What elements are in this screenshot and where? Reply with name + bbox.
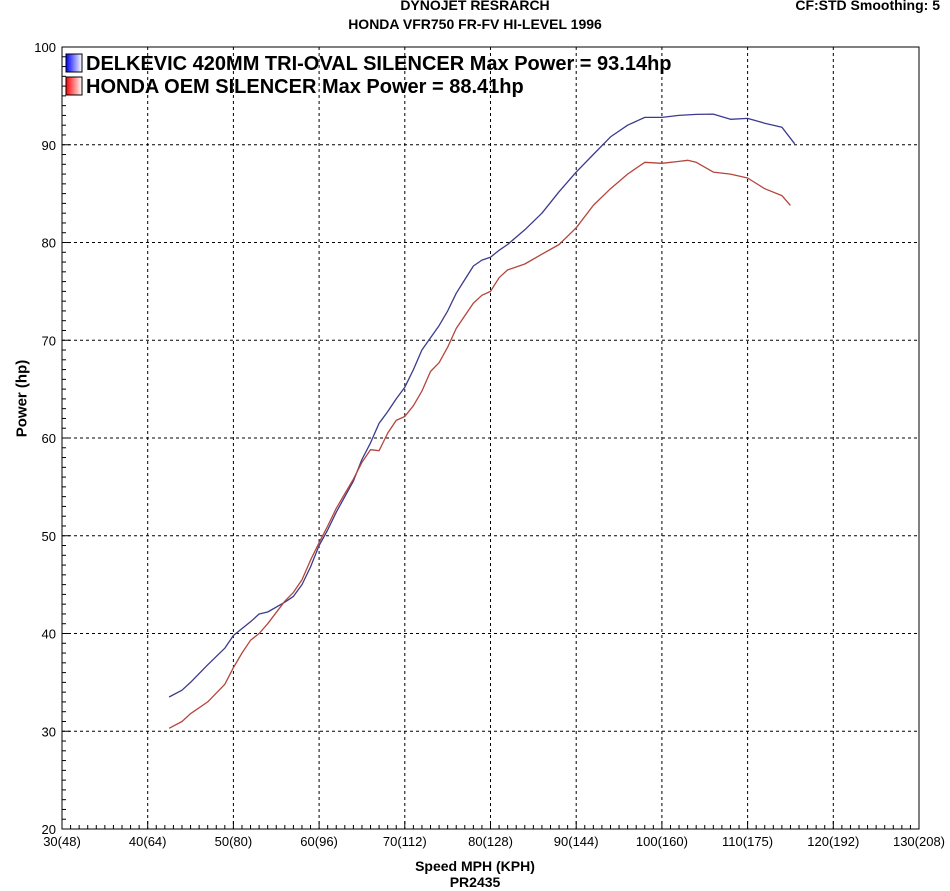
legend-swatch-0 xyxy=(65,53,83,73)
legend: DELKEVIC 420MM TRI-OVAL SILENCER Max Pow… xyxy=(65,53,672,98)
run-code: PR2435 xyxy=(449,874,501,890)
series-line-1 xyxy=(168,159,791,729)
y-tick-label-1: 30 xyxy=(42,724,56,739)
y-tick-label-8: 100 xyxy=(34,40,56,55)
x-tick-label-7: 100(160) xyxy=(636,834,688,849)
x-tick-label-6: 90(144) xyxy=(554,834,599,849)
axis-ticks: 30(48) 40(64) 50(80) 60(96) 70(112) 80(128) 90… xyxy=(34,40,945,849)
x-tick-label-3: 60(96) xyxy=(300,834,338,849)
grid xyxy=(62,47,919,829)
y-tick-label-0: 20 xyxy=(42,822,56,837)
chart-title: DYNOJET RESRARCH xyxy=(400,0,550,13)
chart-subtitle: HONDA VFR750 FR-FV HI-LEVEL 1996 xyxy=(348,16,602,32)
x-tick-label-9: 120(192) xyxy=(807,834,859,849)
x-tick-label-0: 30(48) xyxy=(43,834,81,849)
y-tick-label-7: 90 xyxy=(42,138,56,153)
x-axis-label: Speed MPH (KPH) xyxy=(415,858,535,874)
legend-swatch-1 xyxy=(65,76,83,96)
settings-label: CF:STD Smoothing: 5 xyxy=(795,0,940,13)
y-tick-label-3: 50 xyxy=(42,529,56,544)
x-tick-label-4: 70(112) xyxy=(383,834,427,849)
y-tick-label-2: 40 xyxy=(42,627,56,642)
series-lines xyxy=(168,113,796,729)
y-tick-label-4: 60 xyxy=(42,431,56,446)
x-tick-label-2: 50(80) xyxy=(215,834,253,849)
x-tick-label-10: 130(208) xyxy=(893,834,945,849)
x-tick-label-5: 80(128) xyxy=(468,834,513,849)
legend-label-0: DELKEVIC 420MM TRI-OVAL SILENCER Max Pow… xyxy=(86,53,672,75)
x-tick-label-8: 110(175) xyxy=(722,834,773,849)
x-tick-label-1: 40(64) xyxy=(129,834,167,849)
legend-label-1: HONDA OEM SILENCER Max Power = 88.41hp xyxy=(86,76,524,98)
y-tick-label-5: 70 xyxy=(42,333,56,348)
y-tick-label-6: 80 xyxy=(42,236,56,251)
series-line-0 xyxy=(168,113,796,698)
